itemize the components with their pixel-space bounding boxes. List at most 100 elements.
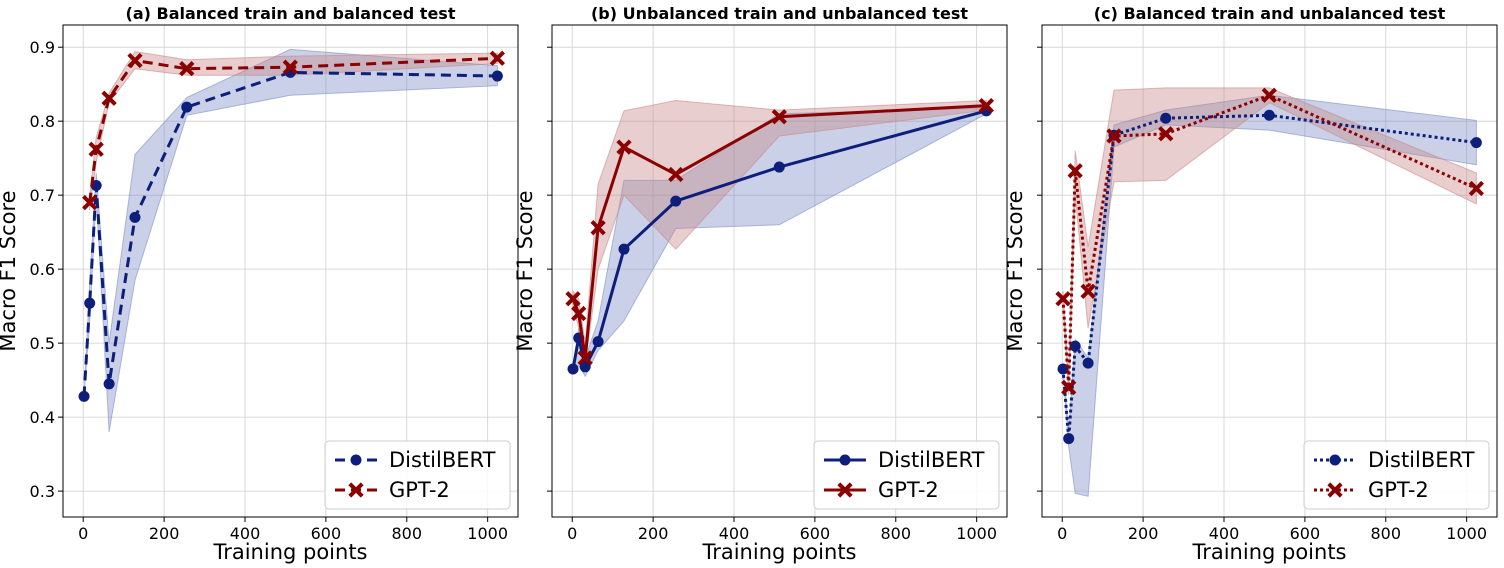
y-tick-label-4: 0.7 (30, 186, 55, 205)
x-tick-label-1: 200 (1128, 524, 1159, 543)
data-point-distilbert-5 (1160, 112, 1172, 124)
data-point-distilbert-0 (567, 363, 579, 375)
x-axis-label: Training points (701, 540, 856, 564)
data-point-gpt-2-0 (1055, 291, 1071, 307)
data-point-distilbert-1 (1063, 433, 1075, 445)
confidence-band-gpt-2 (1062, 87, 1477, 395)
x-tick-label-1: 200 (149, 524, 180, 543)
x-tick-label-4: 800 (1371, 524, 1402, 543)
y-tick-label-0: 0.3 (30, 482, 55, 501)
x-tick-label-2: 400 (230, 524, 261, 543)
y-tick-label-6: 0.9 (30, 38, 55, 57)
y-tick-label-5: 0.8 (30, 112, 55, 131)
legend-label-distilbert: DistilBERT (1368, 448, 1475, 472)
data-point-distilbert-2 (1069, 340, 1081, 352)
data-point-gpt-2-5 (1158, 126, 1174, 142)
legend-box (1303, 440, 1490, 510)
x-tick-label-5: 1000 (467, 524, 508, 543)
legend: DistilBERT GPT-2 (813, 440, 1000, 510)
legend-label-gpt-2: GPT-2 (878, 478, 939, 502)
y-axis-label: Macro F1 Score (0, 190, 20, 351)
data-point-gpt-2-4 (616, 139, 632, 155)
series-line-distilbert (1061, 113, 1477, 441)
x-tick-label-0: 0 (567, 524, 577, 543)
x-tick-label-3: 600 (311, 524, 342, 543)
series-line-distilbert (82, 70, 498, 397)
data-point-gpt-2-6 (1261, 87, 1277, 103)
legend-box (813, 440, 1000, 510)
data-point-gpt-2-3 (1080, 283, 1096, 299)
x-tick-label-2: 400 (1209, 524, 1240, 543)
data-point-gpt-2-1 (1061, 379, 1077, 396)
data-point-gpt-2-0 (565, 291, 581, 307)
legend-label-distilbert: DistilBERT (389, 448, 496, 472)
data-point-distilbert-0 (78, 390, 90, 402)
chart-panel-2: 0 200 400 600 800 1000 (b) Unbalanced train an… (513, 4, 1008, 564)
data-point-gpt-2-0 (82, 194, 98, 211)
confidence-band-distilbert (83, 48, 498, 432)
data-point-gpt-2-2 (1067, 163, 1083, 179)
data-point-distilbert-5 (670, 195, 682, 207)
data-point-gpt-2-1 (571, 305, 587, 322)
data-point-gpt-2-6 (489, 50, 506, 66)
data-point-distilbert-4 (129, 211, 141, 223)
data-point-distilbert-6 (1263, 109, 1275, 121)
data-point-gpt-2-5 (282, 59, 298, 75)
x-tick-label-3: 600 (800, 524, 831, 543)
x-axis-label: Training points (1191, 540, 1346, 564)
x-tick-label-3: 600 (1290, 524, 1321, 543)
legend-marker-distilbert (350, 454, 362, 466)
data-point-distilbert-4 (618, 243, 630, 255)
x-tick-label-5: 1000 (956, 524, 997, 543)
data-point-gpt-2-1 (88, 141, 104, 157)
y-tick-label-3: 0.6 (30, 260, 55, 279)
legend-label-gpt-2: GPT-2 (1368, 478, 1429, 502)
data-point-gpt-2-7 (978, 98, 995, 114)
y-axis-label: Macro F1 Score (513, 190, 537, 351)
plot-frame (1041, 24, 1498, 518)
data-point-distilbert-3 (592, 336, 604, 348)
chart-panel-1: 0 200 400 600 800 1000 0.3 0.4 0.5 0.6 0.7 0.8 0.9 (a… (0, 4, 519, 564)
data-point-gpt-2-4 (1106, 128, 1122, 144)
x-tick-label-4: 800 (392, 524, 423, 543)
data-point-gpt-2-3 (127, 52, 143, 69)
data-point-gpt-2-3 (590, 220, 606, 236)
data-point-distilbert-0 (1057, 363, 1069, 375)
panel-title: (a) Balanced train and balanced test (126, 4, 456, 23)
data-point-gpt-2-2 (101, 90, 117, 106)
data-point-distilbert-5 (181, 101, 193, 113)
data-point-distilbert-2 (579, 361, 591, 373)
legend-marker-gpt-2 (837, 482, 853, 498)
panel-title: (c) Balanced train and unbalanced test (1094, 4, 1446, 23)
y-tick-label-1: 0.4 (30, 408, 55, 427)
legend: DistilBERT GPT-2 (1303, 440, 1490, 510)
data-point-gpt-2-4 (179, 61, 195, 77)
legend-marker-gpt-2 (1327, 482, 1343, 498)
plot-frame (62, 24, 519, 518)
data-point-distilbert-7 (1470, 137, 1482, 149)
data-point-distilbert-1 (84, 297, 96, 309)
legend-label-gpt-2: GPT-2 (389, 478, 450, 502)
x-tick-label-4: 800 (881, 524, 912, 543)
data-point-gpt-2-6 (771, 109, 787, 125)
legend-marker-distilbert (839, 454, 851, 466)
legend-label-distilbert: DistilBERT (878, 448, 985, 472)
x-tick-label-0: 0 (78, 524, 88, 543)
panel-title: (b) Unbalanced train and unbalanced test (591, 4, 968, 23)
x-tick-label-2: 400 (719, 524, 750, 543)
x-tick-label-1: 200 (638, 524, 669, 543)
legend-marker-distilbert (1329, 454, 1341, 466)
y-axis-label: Macro F1 Score (1003, 190, 1027, 351)
legend-marker-gpt-2 (348, 482, 364, 498)
data-point-gpt-2-2 (577, 350, 593, 366)
data-point-gpt-2-5 (668, 166, 684, 183)
data-point-gpt-2-7 (1468, 180, 1484, 197)
data-point-distilbert-3 (1082, 357, 1094, 369)
x-tick-label-0: 0 (1057, 524, 1067, 543)
legend: DistilBERT GPT-2 (324, 440, 511, 510)
x-tick-label-5: 1000 (1446, 524, 1487, 543)
y-tick-label-2: 0.5 (30, 334, 55, 353)
plot-frame (551, 24, 1008, 518)
data-point-distilbert-7 (491, 70, 503, 82)
